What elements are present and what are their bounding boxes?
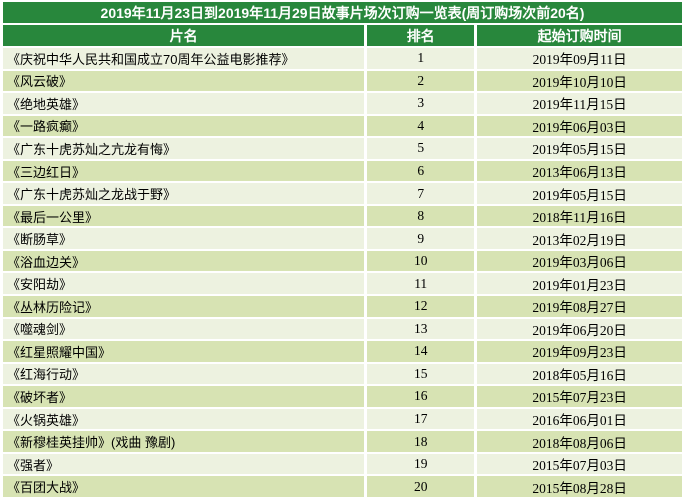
film-name-cell: 《断肠草》 [3, 228, 365, 249]
order-date-cell: 2018年05月16日 [477, 363, 682, 385]
order-date-cell: 2019年08月27日 [477, 296, 682, 317]
column-header-film-name: 片名 [3, 25, 365, 46]
rank-cell: 3 [367, 93, 475, 114]
table-row: 《绝地英雄》 3 2019年11月15日 [3, 93, 682, 114]
order-date-cell: 2016年06月01日 [477, 408, 682, 430]
order-date-cell: 2018年11月16日 [477, 205, 682, 227]
table-row: 《火锅英雄》 17 2016年06月01日 [3, 408, 682, 430]
table-row: 《新穆桂英挂帅》(戏曲 豫剧) 18 2018年08月06日 [3, 431, 682, 452]
column-header-rank: 排名 [367, 25, 475, 46]
table-row: 《噬魂剑》 13 2019年06月20日 [3, 318, 682, 340]
table-title: 2019年11月23日到2019年11月29日故事片场次订购一览表(周订购场次前… [3, 2, 682, 23]
film-name-cell: 《红海行动》 [3, 363, 365, 385]
column-header-order-date: 起始订购时间 [477, 25, 682, 46]
rank-cell: 18 [367, 431, 475, 452]
table-row: 《一路疯癫》 4 2019年06月03日 [3, 115, 682, 137]
rank-cell: 7 [367, 183, 475, 204]
rank-cell: 5 [367, 138, 475, 159]
table-header-row: 片名 排名 起始订购时间 [3, 25, 682, 46]
rank-cell: 12 [367, 296, 475, 317]
table-row: 《安阳劫》 11 2019年01月23日 [3, 273, 682, 295]
film-name-cell: 《广东十虎苏灿之亢龙有悔》 [3, 138, 365, 159]
film-name-cell: 《百团大战》 [3, 476, 365, 497]
film-name-cell: 《红星照耀中国》 [3, 341, 365, 362]
rank-cell: 17 [367, 408, 475, 430]
table-row: 《三边红日》 6 2013年06月13日 [3, 160, 682, 182]
film-name-cell: 《破坏者》 [3, 386, 365, 407]
film-name-cell: 《噬魂剑》 [3, 318, 365, 340]
rank-cell: 9 [367, 228, 475, 249]
rank-cell: 11 [367, 273, 475, 295]
film-name-cell: 《火锅英雄》 [3, 408, 365, 430]
order-date-cell: 2018年08月06日 [477, 431, 682, 452]
order-date-cell: 2019年06月03日 [477, 115, 682, 137]
order-date-cell: 2019年06月20日 [477, 318, 682, 340]
rank-cell: 6 [367, 160, 475, 182]
table-title-row: 2019年11月23日到2019年11月29日故事片场次订购一览表(周订购场次前… [3, 2, 682, 23]
table-row: 《强者》 19 2015年07月03日 [3, 453, 682, 475]
order-date-cell: 2015年07月23日 [477, 386, 682, 407]
order-date-cell: 2019年09月23日 [477, 341, 682, 362]
order-date-cell: 2015年08月28日 [477, 476, 682, 497]
film-name-cell: 《庆祝中华人民共和国成立70周年公益电影推荐》 [3, 48, 365, 69]
rank-cell: 16 [367, 386, 475, 407]
rank-cell: 10 [367, 250, 475, 272]
rank-cell: 19 [367, 453, 475, 475]
film-name-cell: 《风云破》 [3, 70, 365, 92]
table-row: 《庆祝中华人民共和国成立70周年公益电影推荐》 1 2019年09月11日 [3, 48, 682, 69]
order-date-cell: 2019年05月15日 [477, 138, 682, 159]
table-row: 《红海行动》 15 2018年05月16日 [3, 363, 682, 385]
rank-cell: 8 [367, 205, 475, 227]
table-row: 《风云破》 2 2019年10月10日 [3, 70, 682, 92]
rank-cell: 13 [367, 318, 475, 340]
film-name-cell: 《丛林历险记》 [3, 296, 365, 317]
order-date-cell: 2019年05月15日 [477, 183, 682, 204]
order-date-cell: 2013年06月13日 [477, 160, 682, 182]
film-name-cell: 《浴血边关》 [3, 250, 365, 272]
order-date-cell: 2019年01月23日 [477, 273, 682, 295]
order-date-cell: 2019年03月06日 [477, 250, 682, 272]
table-row: 《百团大战》 20 2015年08月28日 [3, 476, 682, 497]
film-name-cell: 《安阳劫》 [3, 273, 365, 295]
rank-cell: 14 [367, 341, 475, 362]
rank-cell: 4 [367, 115, 475, 137]
table-row: 《破坏者》 16 2015年07月23日 [3, 386, 682, 407]
rank-cell: 15 [367, 363, 475, 385]
order-date-cell: 2019年09月11日 [477, 48, 682, 69]
rank-cell: 20 [367, 476, 475, 497]
order-date-cell: 2015年07月03日 [477, 453, 682, 475]
table-row: 《红星照耀中国》 14 2019年09月23日 [3, 341, 682, 362]
film-name-cell: 《新穆桂英挂帅》(戏曲 豫剧) [3, 431, 365, 452]
film-name-cell: 《最后一公里》 [3, 205, 365, 227]
order-date-cell: 2019年10月10日 [477, 70, 682, 92]
rank-cell: 1 [367, 48, 475, 69]
film-name-cell: 《强者》 [3, 453, 365, 475]
order-date-cell: 2013年02月19日 [477, 228, 682, 249]
film-name-cell: 《广东十虎苏灿之龙战于野》 [3, 183, 365, 204]
rank-cell: 2 [367, 70, 475, 92]
table-row: 《断肠草》 9 2013年02月19日 [3, 228, 682, 249]
table-row: 《丛林历险记》 12 2019年08月27日 [3, 296, 682, 317]
film-name-cell: 《一路疯癫》 [3, 115, 365, 137]
table-row: 《浴血边关》 10 2019年03月06日 [3, 250, 682, 272]
table-row: 《广东十虎苏灿之亢龙有悔》 5 2019年05月15日 [3, 138, 682, 159]
order-date-cell: 2019年11月15日 [477, 93, 682, 114]
table-row: 《广东十虎苏灿之龙战于野》 7 2019年05月15日 [3, 183, 682, 204]
film-name-cell: 《三边红日》 [3, 160, 365, 182]
film-name-cell: 《绝地英雄》 [3, 93, 365, 114]
table-row: 《最后一公里》 8 2018年11月16日 [3, 205, 682, 227]
